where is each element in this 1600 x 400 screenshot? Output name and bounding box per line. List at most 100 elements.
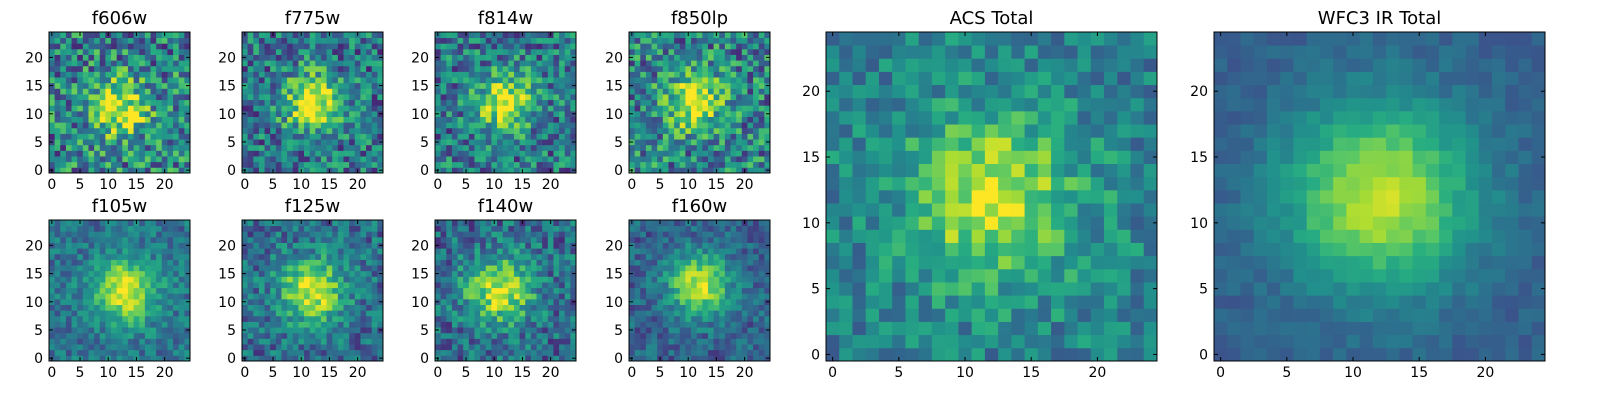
heatmap-cell	[309, 282, 316, 289]
heatmap-cell	[184, 156, 191, 163]
heatmap-cell	[82, 276, 89, 283]
heatmap-cell	[662, 77, 669, 84]
heatmap-cell	[446, 167, 453, 174]
heatmap-cell	[451, 287, 458, 294]
heatmap-cell	[281, 225, 288, 232]
heatmap-cell	[758, 156, 765, 163]
heatmap-cell	[530, 265, 537, 272]
heatmap-cell	[127, 133, 134, 140]
heatmap-cell	[253, 327, 260, 334]
heatmap-cell	[111, 327, 118, 334]
heatmap-cell	[111, 150, 118, 157]
heatmap-cell	[491, 225, 498, 232]
heatmap-cell	[71, 161, 78, 168]
heatmap-cell	[497, 110, 504, 117]
heatmap-cell	[298, 293, 305, 300]
heatmap-cell	[54, 54, 61, 61]
heatmap-cell	[457, 167, 464, 174]
heatmap-cell	[258, 344, 265, 351]
heatmap-cell	[178, 60, 185, 67]
heatmap-cell	[242, 236, 249, 243]
heatmap-cell	[332, 220, 339, 227]
heatmap-cell	[65, 88, 72, 95]
heatmap-cell	[343, 276, 350, 283]
heatmap-cell	[122, 248, 129, 255]
heatmap-cell	[559, 315, 566, 322]
x-tick-label: 15	[514, 365, 532, 381]
heatmap-cell	[651, 282, 658, 289]
heatmap-cell	[332, 144, 339, 151]
heatmap-cell	[451, 355, 458, 362]
heatmap-cell	[440, 248, 447, 255]
heatmap-cell	[116, 77, 123, 84]
heatmap-cell	[753, 77, 760, 84]
heatmap-cell	[258, 231, 265, 238]
heatmap-cell	[258, 110, 265, 117]
heatmap-cell	[570, 32, 577, 39]
heatmap-cell	[60, 48, 67, 55]
heatmap-cell	[275, 231, 282, 238]
heatmap-cell	[366, 54, 373, 61]
heatmap-cell	[144, 231, 151, 238]
heatmap-cell	[54, 71, 61, 78]
heatmap-cell	[730, 156, 737, 163]
heatmap-cell	[564, 315, 571, 322]
heatmap-cell	[71, 242, 78, 249]
heatmap-cell	[640, 110, 647, 117]
heatmap-cell	[645, 94, 652, 101]
heatmap-cell	[741, 298, 748, 305]
heatmap-cell	[82, 349, 89, 356]
heatmap-cell	[553, 231, 560, 238]
heatmap-cell	[309, 332, 316, 339]
heatmap-cell	[144, 304, 151, 311]
heatmap-cell	[747, 276, 754, 283]
heatmap-cell	[122, 37, 129, 44]
heatmap-cell	[668, 133, 675, 140]
heatmap-cell	[758, 43, 765, 50]
heatmap-cell	[71, 167, 78, 174]
heatmap-cell	[474, 88, 481, 95]
heatmap-cell	[530, 77, 537, 84]
heatmap-cell	[315, 282, 322, 289]
heatmap-cell	[657, 60, 664, 67]
heatmap-cell	[371, 344, 378, 351]
heatmap-cell	[326, 327, 333, 334]
heatmap-cell	[122, 88, 129, 95]
heatmap-cell	[691, 60, 698, 67]
heatmap-cell	[730, 110, 737, 117]
heatmap-cell	[525, 77, 532, 84]
heatmap-cell	[258, 242, 265, 249]
heatmap-cell	[309, 116, 316, 123]
heatmap-cell	[513, 248, 520, 255]
heatmap-cell	[366, 60, 373, 67]
heatmap-cell	[156, 276, 163, 283]
heatmap-cell	[741, 105, 748, 112]
heatmap-cell	[298, 161, 305, 168]
heatmap-cell	[753, 161, 760, 168]
heatmap-cell	[713, 270, 720, 277]
heatmap-cell	[497, 349, 504, 356]
heatmap-cell	[65, 60, 72, 67]
heatmap-cell	[366, 48, 373, 55]
heatmap-cell	[662, 54, 669, 61]
heatmap-cell	[287, 139, 294, 146]
heatmap-cell	[94, 298, 101, 305]
heatmap-cell	[150, 167, 157, 174]
heatmap-cell	[150, 242, 157, 249]
heatmap-cell	[508, 77, 515, 84]
heatmap-cell	[242, 88, 249, 95]
heatmap-cell	[570, 48, 577, 55]
heatmap-cell	[247, 110, 254, 117]
heatmap-cell	[640, 327, 647, 334]
heatmap-cell	[127, 293, 134, 300]
heatmap-cell	[371, 71, 378, 78]
heatmap-cell	[674, 315, 681, 322]
heatmap-cell	[371, 99, 378, 106]
axes-frame	[628, 31, 771, 174]
heatmap-cell	[337, 225, 344, 232]
heatmap-cell	[457, 282, 464, 289]
heatmap-cell	[542, 82, 549, 89]
heatmap-cell	[707, 344, 714, 351]
heatmap-cell	[696, 110, 703, 117]
heatmap-cell	[122, 242, 129, 249]
